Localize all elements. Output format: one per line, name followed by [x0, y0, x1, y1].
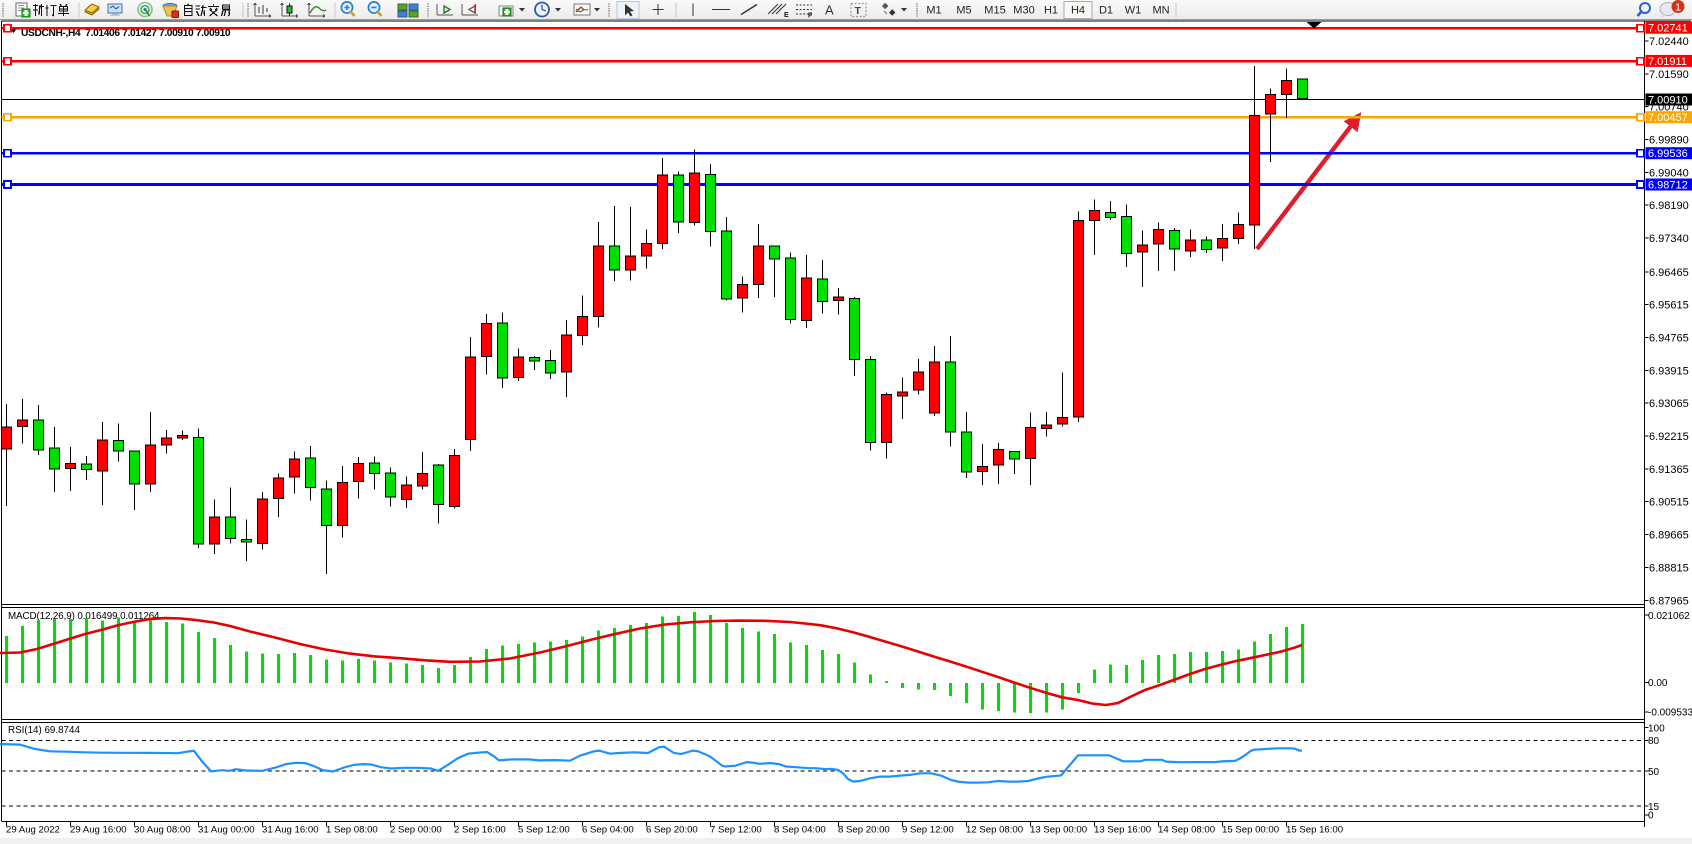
svg-text:6.93065: 6.93065: [1649, 398, 1689, 410]
svg-text:31 Aug 00:00: 31 Aug 00:00: [198, 825, 255, 836]
svg-text:6.96465: 6.96465: [1649, 267, 1689, 279]
svg-text:7.01590: 7.01590: [1649, 69, 1689, 81]
svg-text:MN: MN: [1152, 5, 1169, 17]
svg-text:M15: M15: [984, 5, 1005, 17]
svg-text:0.00: 0.00: [1648, 678, 1668, 689]
svg-text:100: 100: [1648, 724, 1665, 735]
svg-text:USDCNH-,H4 7.01406 7.01427 7.: USDCNH-,H4 7.01406 7.01427 7.00910 7.009…: [21, 28, 231, 39]
svg-text:6.92215: 6.92215: [1649, 431, 1689, 443]
svg-text:H4: H4: [1071, 5, 1085, 17]
svg-text:6.94765: 6.94765: [1649, 333, 1689, 345]
svg-text:7 Sep 12:00: 7 Sep 12:00: [710, 825, 762, 836]
svg-text:0.021062: 0.021062: [1648, 611, 1690, 622]
svg-text:15 Sep 16:00: 15 Sep 16:00: [1286, 825, 1343, 836]
svg-text:6.99536: 6.99536: [1648, 148, 1688, 160]
svg-text:7.02741: 7.02741: [1648, 23, 1688, 35]
svg-text:6.91365: 6.91365: [1649, 464, 1689, 476]
svg-text:D1: D1: [1099, 5, 1113, 17]
svg-text:5 Sep 12:00: 5 Sep 12:00: [518, 825, 570, 836]
svg-text:6 Sep 04:00: 6 Sep 04:00: [582, 825, 634, 836]
svg-text:1 Sep 08:00: 1 Sep 08:00: [326, 825, 378, 836]
svg-text:7.01911: 7.01911: [1648, 56, 1687, 68]
svg-text:7.00457: 7.00457: [1648, 112, 1688, 124]
svg-text:H1: H1: [1044, 5, 1058, 17]
svg-text:31 Aug 16:00: 31 Aug 16:00: [262, 825, 319, 836]
svg-text:13 Sep 00:00: 13 Sep 00:00: [1030, 825, 1087, 836]
svg-text:T: T: [855, 5, 862, 17]
svg-text:6.98712: 6.98712: [1648, 180, 1688, 192]
svg-text:6.87965: 6.87965: [1649, 595, 1689, 607]
svg-text:29 Aug 2022: 29 Aug 2022: [6, 825, 60, 836]
svg-text:7.02440: 7.02440: [1649, 36, 1689, 48]
svg-text:M30: M30: [1013, 5, 1034, 17]
svg-text:8 Sep 04:00: 8 Sep 04:00: [774, 825, 826, 836]
svg-text:M5: M5: [956, 5, 971, 17]
svg-text:9 Sep 12:00: 9 Sep 12:00: [902, 825, 954, 836]
svg-text:A: A: [825, 3, 834, 18]
svg-text:E: E: [784, 12, 789, 19]
svg-text:F: F: [808, 13, 813, 20]
svg-text:2 Sep 00:00: 2 Sep 00:00: [390, 825, 442, 836]
svg-text:6.98190: 6.98190: [1649, 200, 1689, 212]
svg-text:6.88815: 6.88815: [1649, 562, 1689, 574]
svg-text:15: 15: [1648, 802, 1660, 813]
svg-text:29 Aug 16:00: 29 Aug 16:00: [70, 825, 127, 836]
svg-text:0: 0: [1648, 811, 1654, 822]
svg-text:6.89665: 6.89665: [1649, 530, 1689, 542]
svg-text:6.95615: 6.95615: [1649, 300, 1689, 312]
svg-text:2 Sep 16:00: 2 Sep 16:00: [454, 825, 506, 836]
svg-text:14 Sep 08:00: 14 Sep 08:00: [1158, 825, 1215, 836]
svg-text:6.99890: 6.99890: [1649, 135, 1689, 147]
svg-text:30 Aug 08:00: 30 Aug 08:00: [134, 825, 191, 836]
svg-text:RSI(14) 69.8744: RSI(14) 69.8744: [8, 725, 80, 736]
svg-text:W1: W1: [1125, 5, 1142, 17]
svg-text:6.90515: 6.90515: [1649, 497, 1689, 509]
svg-text:6.97340: 6.97340: [1649, 233, 1689, 245]
svg-text:M1: M1: [926, 5, 941, 17]
svg-text:6.93915: 6.93915: [1649, 365, 1689, 377]
svg-text:MACD(12,26,9) 0.016499 0.01126: MACD(12,26,9) 0.016499 0.011264: [8, 611, 160, 622]
svg-text:50: 50: [1648, 767, 1660, 778]
svg-text:6 Sep 20:00: 6 Sep 20:00: [646, 825, 698, 836]
svg-text:12 Sep 08:00: 12 Sep 08:00: [966, 825, 1023, 836]
svg-text:15 Sep 00:00: 15 Sep 00:00: [1222, 825, 1279, 836]
svg-text:13 Sep 16:00: 13 Sep 16:00: [1094, 825, 1151, 836]
svg-text:-0.009533: -0.009533: [1648, 708, 1692, 719]
svg-text:1: 1: [1675, 2, 1681, 14]
svg-text:7.00910: 7.00910: [1648, 95, 1688, 107]
svg-text:6.99040: 6.99040: [1649, 167, 1689, 179]
svg-text:8 Sep 20:00: 8 Sep 20:00: [838, 825, 890, 836]
svg-text:80: 80: [1648, 736, 1660, 747]
